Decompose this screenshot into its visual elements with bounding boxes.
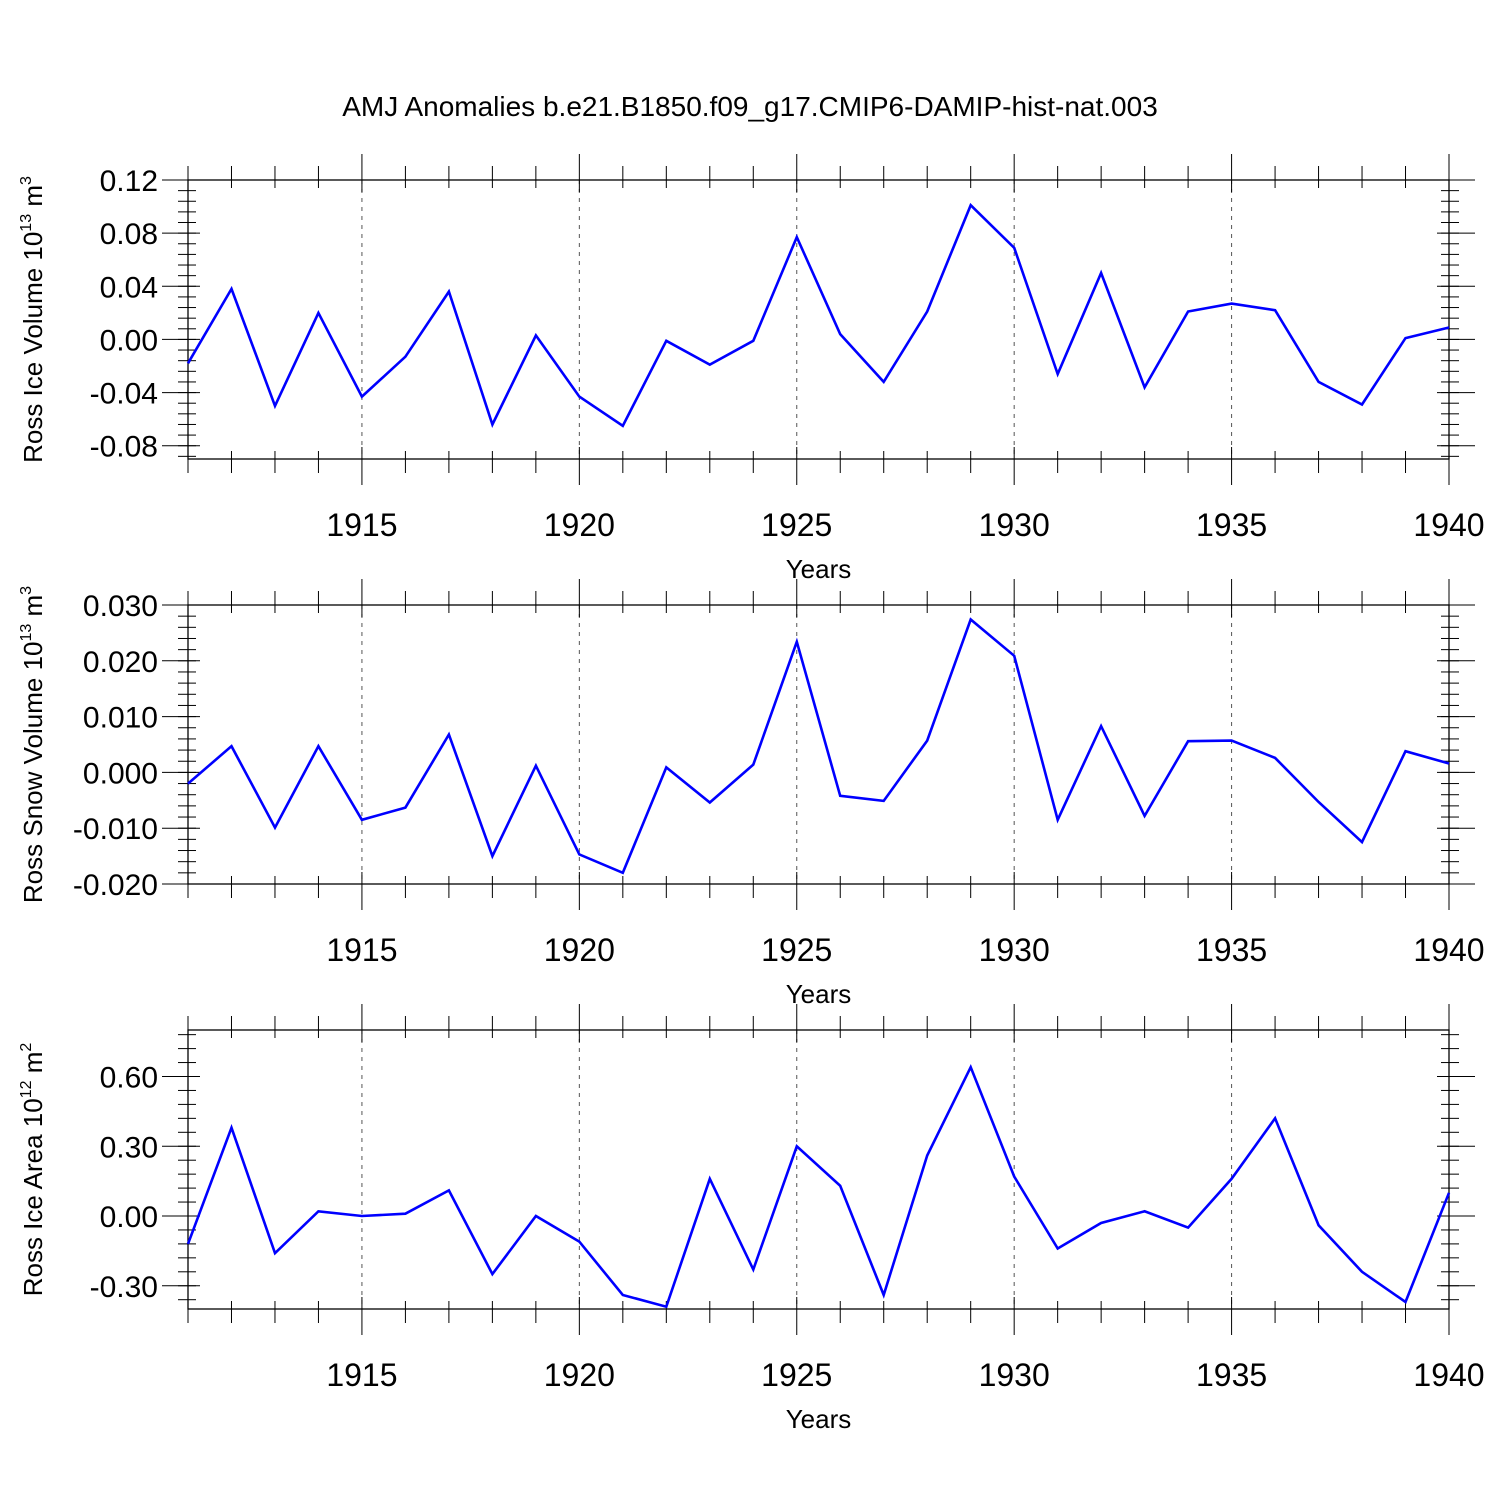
y-tick-label: 0.04 [100, 271, 158, 304]
x-tick-label: 1930 [979, 507, 1050, 543]
x-tick-label: 1930 [979, 1357, 1050, 1393]
x-tick-label: 1940 [1413, 1357, 1484, 1393]
y-tick-label: -0.010 [73, 813, 158, 846]
plot-frame [187, 604, 1450, 885]
panels: -0.08 -0.04 0.00 0.04 0.08 0.12 1915 1920 1925 19… [18, 154, 1485, 1434]
x-tick-label: 1930 [979, 932, 1050, 968]
y-tick-label: 0.00 [100, 1201, 158, 1234]
y-tick-label: 0.12 [100, 165, 158, 198]
y-tick-label: -0.30 [90, 1271, 158, 1304]
y-tick-label: -0.020 [73, 869, 158, 902]
y-tick-label: 0.030 [83, 590, 158, 623]
x-tick-label: 1940 [1413, 507, 1484, 543]
series-line [187, 617, 1450, 875]
figure-title: AMJ Anomalies b.e21.B1850.f09_g17.CMIP6-… [342, 91, 1158, 122]
y-tick-label: 0.08 [100, 218, 158, 251]
x-axis-label: Years [786, 979, 852, 1009]
y-tick-label: 0.000 [83, 757, 158, 790]
y-axis-label: Ross Ice Volume 1013 m3 [18, 176, 48, 463]
x-tick-label: 1935 [1196, 507, 1267, 543]
y-tick-label: 0.010 [83, 702, 158, 735]
x-tick-label: 1935 [1196, 932, 1267, 968]
x-tick-label: 1920 [544, 507, 615, 543]
y-tick-label: 0.00 [100, 324, 158, 357]
x-tick-label: 1915 [326, 1357, 397, 1393]
x-tick-label: 1925 [761, 932, 832, 968]
x-tick-label: 1920 [544, 1357, 615, 1393]
y-tick-label: 0.60 [100, 1062, 158, 1095]
x-axis-label: Years [786, 1404, 852, 1434]
plot-frame [187, 179, 1450, 460]
panel-3: -0.30 0.00 0.30 0.60 1915 1920 1925 1930 1935 194… [18, 1004, 1485, 1434]
y-tick-label: -0.08 [90, 431, 158, 464]
x-axis-label: Years [786, 554, 852, 584]
x-tick-label: 1915 [326, 932, 397, 968]
panel-1: -0.08 -0.04 0.00 0.04 0.08 0.12 1915 1920 1925 19… [18, 154, 1485, 584]
y-axis-label: Ross Ice Area 1012 m2 [18, 1043, 48, 1297]
y-tick-label: -0.04 [90, 378, 158, 411]
x-tick-label: 1915 [326, 507, 397, 543]
panel-2: -0.020 -0.010 0.000 0.010 0.020 0.030 1915 1920… [18, 579, 1485, 1009]
y-axis-label: Ross Snow Volume 1013 m3 [18, 586, 48, 903]
x-tick-label: 1925 [761, 1357, 832, 1393]
x-tick-label: 1920 [544, 932, 615, 968]
x-tick-label: 1940 [1413, 932, 1484, 968]
x-tick-label: 1925 [761, 507, 832, 543]
series-line [186, 1064, 1451, 1309]
y-tick-label: 0.30 [100, 1131, 158, 1164]
series-line [186, 202, 1450, 428]
x-tick-label: 1935 [1196, 1357, 1267, 1393]
plot-frame [187, 1029, 1450, 1310]
y-tick-label: 0.020 [83, 646, 158, 679]
